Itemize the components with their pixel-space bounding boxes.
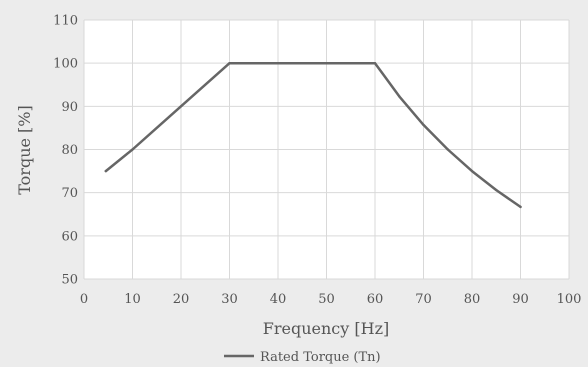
data-point (519, 205, 522, 209)
data-point (131, 148, 134, 151)
x-tick-label: 100 (557, 292, 582, 307)
x-tick-label: 20 (173, 292, 190, 307)
x-axis-title: Frequency [Hz] (263, 319, 390, 338)
data-point (179, 105, 183, 108)
y-tick-labels: 50 60 70 80 90 100 110 (53, 14, 78, 288)
x-tick-label: 0 (80, 292, 88, 307)
x-tick-label: 80 (464, 292, 481, 307)
data-point (470, 169, 474, 173)
y-tick-label: 80 (61, 143, 78, 158)
y-tick-label: 50 (61, 273, 78, 288)
x-tick-label: 50 (318, 292, 335, 307)
data-point (373, 62, 377, 65)
legend-label-rated-torque: Rated Torque (Tn) (260, 350, 381, 365)
y-tick-label: 100 (53, 57, 78, 72)
x-tick-label: 30 (221, 292, 238, 307)
data-point (446, 148, 449, 151)
x-tick-label: 40 (270, 292, 287, 307)
y-tick-label: 60 (61, 229, 78, 244)
y-tick-label: 90 (61, 100, 78, 115)
data-point (495, 188, 498, 192)
x-tick-label: 70 (415, 292, 432, 307)
x-tick-label: 10 (124, 292, 141, 307)
data-point (422, 123, 425, 127)
x-tick-label: 90 (512, 292, 529, 307)
data-point (104, 169, 108, 173)
series-lines (104, 61, 522, 209)
x-tick-label: 60 (367, 292, 384, 307)
x-tick-labels: 0 10 20 30 40 50 60 70 80 90 100 (80, 292, 582, 307)
legend: Rated Torque (Tn) (224, 350, 381, 365)
y-tick-label: 110 (53, 14, 78, 29)
y-tick-label: 70 (61, 186, 78, 201)
y-axis-title: Torque [%] (15, 105, 34, 195)
data-point (398, 95, 401, 98)
data-point (228, 62, 231, 65)
